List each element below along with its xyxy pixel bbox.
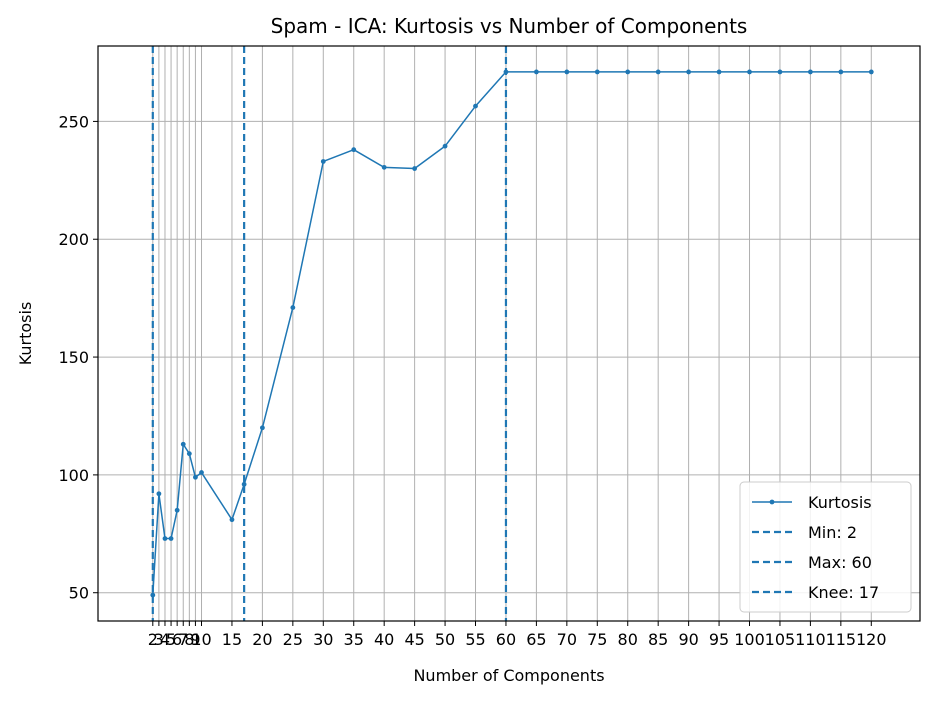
x-tick-label: 7 [178, 630, 188, 649]
data-point [747, 69, 752, 75]
data-point [412, 166, 418, 171]
x-tick-label: 3 [154, 630, 164, 649]
data-point [868, 69, 874, 75]
data-point [716, 69, 722, 75]
x-tick-label: 8 [184, 630, 194, 649]
data-point [625, 69, 631, 75]
x-tick-label: 75 [587, 630, 607, 649]
data-point [381, 164, 387, 170]
x-tick-label: 35 [344, 630, 364, 649]
x-tick-label: 120 [856, 630, 887, 649]
data-point [808, 69, 813, 75]
data-point [351, 147, 357, 153]
data-point [686, 69, 692, 75]
x-tick-label: 55 [465, 630, 485, 649]
x-tick-label: 2 [148, 630, 158, 649]
plot-frame [97, 45, 921, 622]
x-tick-label: 9 [190, 630, 200, 649]
legend: Kurtosis Min: 2 Max: 60 Knee: 17 [739, 481, 912, 613]
x-tick-label: 40 [374, 630, 394, 649]
data-point [777, 69, 783, 75]
y-axis-label: Kurtosis [16, 302, 35, 366]
x-tick-label: 115 [826, 630, 857, 649]
x-tick-label: 30 [313, 630, 333, 649]
y-tick-label: 200 [58, 230, 89, 249]
x-tick-label: 45 [404, 630, 424, 649]
chart-title: Spam - ICA: Kurtosis vs Number of Compon… [271, 14, 748, 38]
x-tick-label: 60 [496, 630, 516, 649]
data-point [241, 481, 247, 487]
x-tick-label: 110 [795, 630, 826, 649]
data-point [193, 474, 198, 480]
data-point [564, 69, 570, 75]
x-tick-label: 15 [222, 630, 242, 649]
x-tick-label: 100 [734, 630, 765, 649]
legend-label: Knee: 17 [808, 583, 879, 602]
x-tick-label: 80 [618, 630, 638, 649]
x-tick-label: 10 [191, 630, 211, 649]
x-tick-label: 50 [435, 630, 455, 649]
data-point [838, 69, 844, 75]
y-tick-label: 50 [69, 584, 89, 603]
data-point [594, 69, 600, 75]
data-point [260, 425, 265, 431]
grid-layer [98, 46, 920, 621]
data-point [290, 305, 296, 310]
data-point [162, 536, 168, 541]
legend-box [739, 481, 912, 613]
x-tick-label: 95 [709, 630, 729, 649]
legend-label: Kurtosis [808, 493, 872, 512]
y-tick-label: 100 [58, 466, 89, 485]
x-tick-label: 5 [166, 630, 176, 649]
x-tick-label: 4 [160, 630, 170, 649]
x-tick-label: 20 [252, 630, 272, 649]
data-point [180, 441, 186, 447]
series-layer [150, 69, 874, 598]
legend-swatch-marker [769, 499, 775, 505]
x-tick-label: 65 [526, 630, 546, 649]
data-point [655, 69, 661, 75]
data-point [156, 491, 162, 497]
x-tick-label: 105 [765, 630, 796, 649]
x-tick-label: 70 [557, 630, 577, 649]
data-point [503, 69, 509, 75]
data-point [199, 470, 204, 475]
data-point [186, 451, 192, 457]
legend-label: Min: 2 [808, 523, 857, 542]
x-tick-label: 85 [648, 630, 668, 649]
y-tick-label: 150 [58, 348, 89, 367]
y-tick-label: 250 [58, 112, 89, 131]
data-point [229, 517, 235, 523]
reference-lines-layer [151, 46, 508, 621]
data-point [168, 536, 174, 541]
legend-label: Max: 60 [808, 553, 872, 572]
data-point [473, 103, 478, 109]
data-point [174, 507, 180, 513]
data-point [320, 159, 326, 164]
data-point [534, 69, 539, 75]
x-axis-label: Number of Components [413, 666, 604, 685]
data-point [150, 592, 156, 598]
x-tick-label: 25 [283, 630, 303, 649]
x-tick-label: 6 [172, 630, 182, 649]
data-point [442, 143, 448, 149]
x-tick-label: 90 [678, 630, 698, 649]
